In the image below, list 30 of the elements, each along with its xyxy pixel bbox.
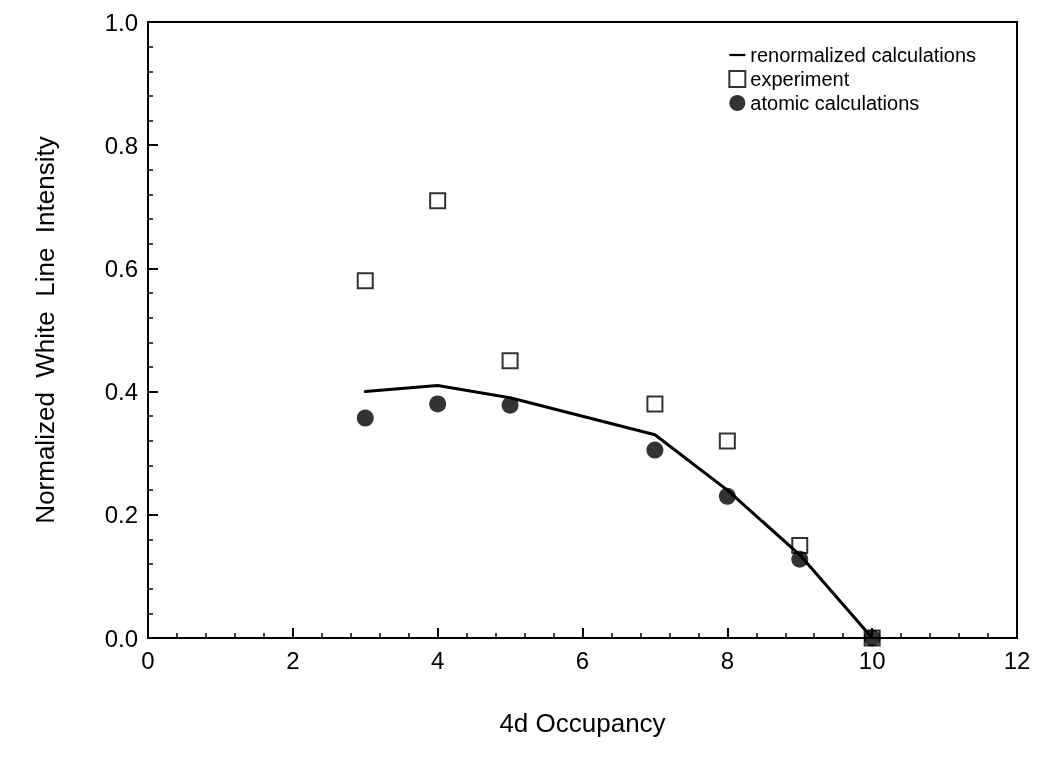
point [501, 352, 519, 370]
y-tick-label: 0.4 [104, 378, 138, 406]
x-tick-label: 6 [575, 646, 590, 674]
x-tick-label: 0 [141, 646, 155, 674]
y-tick-label: 0.2 [104, 501, 138, 529]
x-tick-label: 8 [720, 646, 735, 674]
point [718, 487, 736, 505]
x-tick-label: 2 [286, 646, 300, 674]
x-axis-title: 4d Occupancy [499, 708, 666, 738]
point [791, 537, 809, 555]
y-tick-label: 0.0 [104, 624, 138, 652]
x-tick-label: 12 [1003, 646, 1031, 674]
point [356, 272, 374, 290]
point [718, 432, 736, 450]
legend-label: atomic calculations [750, 92, 920, 114]
y-tick-label: 1.0 [104, 8, 138, 36]
x-tick-label: 4 [430, 646, 445, 674]
point [356, 409, 374, 427]
y-axis-title: Normalized White Line Intensity [30, 136, 60, 524]
y-tick-label: 0.8 [104, 131, 138, 159]
point [791, 550, 809, 568]
y-tick-label: 0.6 [104, 254, 138, 282]
x-tick-label: 10 [858, 646, 886, 674]
point [646, 441, 664, 459]
point [501, 396, 519, 414]
point [429, 192, 447, 210]
point [646, 395, 664, 413]
legend-label: renormalized calculations [750, 44, 977, 66]
point [429, 395, 447, 413]
legend-label: experiment [750, 68, 850, 90]
